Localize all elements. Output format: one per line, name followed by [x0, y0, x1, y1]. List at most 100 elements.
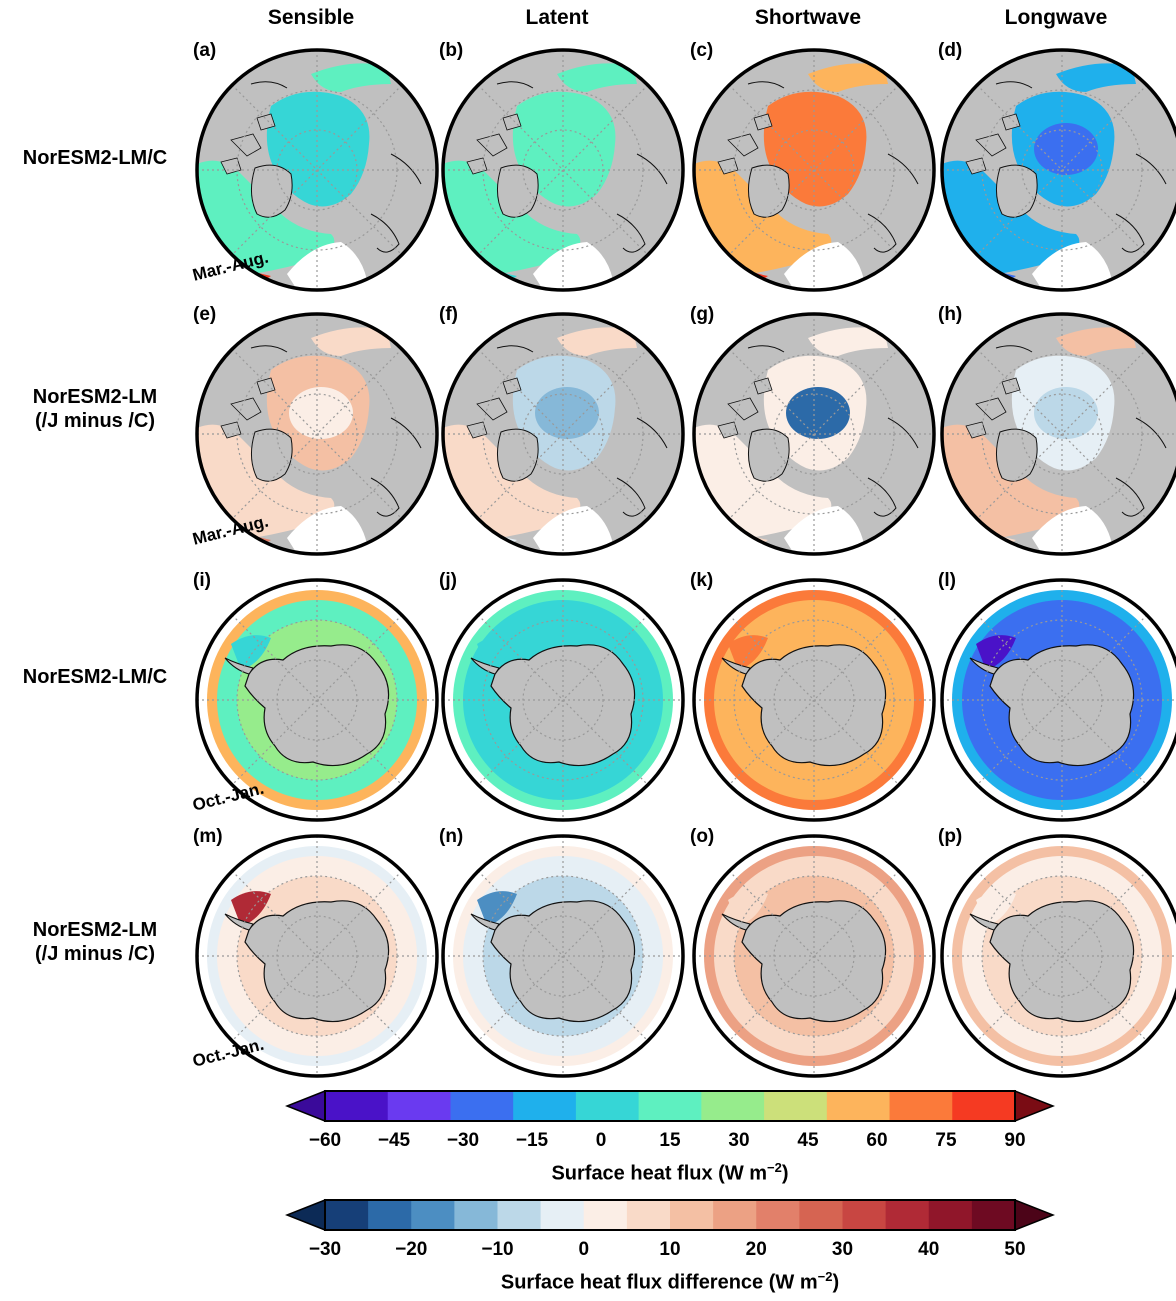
greenland-land: [748, 428, 790, 482]
polar-map: [195, 48, 439, 292]
map-panel: (c): [688, 40, 940, 296]
colorbar-tick-label: −10: [481, 1239, 514, 1260]
colorbar-segment: [713, 1200, 757, 1230]
siberian-shelf-field: [557, 63, 637, 92]
greenland-land: [497, 164, 539, 218]
colorbar-under-triangle: [285, 1198, 326, 1232]
meridian-gridline: [477, 84, 649, 256]
central-arctic-field: [535, 123, 599, 175]
colorbar-tick-label: 15: [659, 1130, 681, 1151]
coastlines: [250, 81, 422, 253]
north-atlantic-field: [197, 424, 335, 540]
colorbar-tick-label: 0: [578, 1239, 590, 1260]
colorbar-segment: [842, 1200, 887, 1230]
polar-map: [195, 834, 439, 1078]
colorbar-over-triangle: [1014, 1089, 1055, 1123]
colorbar-tick-label: 40: [918, 1239, 940, 1260]
meridian-gridline: [477, 348, 649, 520]
colorbar-frame: [324, 1199, 1016, 1231]
map-boundary: [195, 48, 439, 292]
meridian-gridline: [477, 614, 649, 786]
map-boundary: [692, 312, 936, 556]
colorbar-segment: [411, 1200, 455, 1230]
antarctic-peninsula: [470, 657, 500, 675]
panel-letter: (l): [938, 570, 956, 591]
colorbar-segment: [928, 1200, 973, 1230]
meridian-gridline: [231, 84, 403, 256]
meridian-gridline: [477, 870, 649, 1042]
row-label-2: NorESM2-LM (/J minus /C): [0, 385, 190, 433]
polar-map: [195, 312, 439, 556]
map-panel: (l): [936, 570, 1176, 826]
colorbar-segment: [885, 1200, 930, 1230]
colorbar-tick-label: 75: [935, 1130, 957, 1151]
colorbar-segment: [626, 1200, 671, 1230]
polar-map: [441, 578, 685, 822]
polar-map: [441, 834, 685, 1078]
polar-map: [940, 48, 1176, 292]
colorbar-segment: [368, 1200, 412, 1230]
colorbar-tick-label: −45: [377, 1130, 411, 1151]
colorbar-segment: [454, 1200, 498, 1230]
greenland-land: [251, 164, 293, 218]
coastlines: [995, 345, 1167, 517]
colorbar-diff-title-exp: −2: [817, 1269, 833, 1284]
coastlines: [747, 345, 919, 517]
row-label-1: NorESM2-LM/C: [0, 146, 190, 170]
siberian-shelf-field: [808, 327, 888, 356]
meridian-gridline: [231, 870, 403, 1042]
siberian-shelf-field: [311, 63, 391, 92]
map-panel: (n): [437, 826, 689, 1082]
north-atlantic-field: [443, 160, 581, 276]
meridian-gridline: [231, 348, 403, 520]
map-boundary: [940, 578, 1176, 822]
colorbar-flux-ticks: −60 −45 −30 −15 0 15 30 45 60 75 90: [285, 1130, 1055, 1154]
colorbar-tick-label: 45: [797, 1130, 819, 1151]
north-atlantic-field: [942, 160, 1080, 276]
colorbar-tick-label: 30: [831, 1239, 854, 1260]
panel-letter: (o): [690, 826, 715, 847]
siberian-shelf-field: [808, 63, 888, 92]
colorbar-segment: [756, 1200, 800, 1230]
colorbar-diff-ticks: −30 −20 −10 0 10 20 30 40 50: [285, 1239, 1055, 1263]
colorbar-segment: [701, 1091, 765, 1121]
coastlines: [496, 345, 668, 517]
polar-map: [940, 312, 1176, 556]
colorbar-tick-label: 10: [659, 1239, 681, 1260]
map-boundary: [692, 48, 936, 292]
central-arctic-field: [1034, 387, 1098, 439]
colorbar-segment: [325, 1200, 369, 1230]
map-boundary: [441, 48, 685, 292]
colorbar-tick-label: 60: [866, 1130, 888, 1151]
map-boundary: [441, 834, 685, 1078]
column-title-sensible: Sensible: [267, 6, 355, 29]
polar-map: [692, 834, 936, 1078]
antarctic-peninsula: [224, 913, 254, 931]
meridian-gridline: [728, 614, 900, 786]
antarctic-peninsula: [969, 913, 999, 931]
greenland-land: [748, 164, 790, 218]
map-panel: (k): [688, 570, 940, 826]
north-atlantic-field: [942, 424, 1080, 540]
north-atlantic-field: [694, 160, 832, 276]
antarctic-peninsula: [470, 913, 500, 931]
map-panel: (f): [437, 304, 689, 560]
colorbar-diff-title-text: Surface heat flux difference (W m: [500, 1271, 818, 1294]
colorbar-over-triangle: [1014, 1198, 1055, 1232]
antarctic-peninsula: [721, 657, 751, 675]
no-data-region: [1032, 506, 1112, 554]
central-arctic-field: [289, 387, 353, 439]
meridian-gridline: [728, 870, 900, 1042]
no-data-region: [1032, 242, 1112, 290]
meridian-gridline: [728, 348, 900, 520]
polar-map: [692, 578, 936, 822]
meridian-gridline: [976, 870, 1148, 1042]
coastlines: [995, 81, 1167, 253]
meridian-gridline: [976, 614, 1148, 786]
coastlines: [496, 81, 668, 253]
column-title-longwave: Longwave: [1004, 6, 1108, 29]
colorbar-segment: [387, 1091, 451, 1121]
antarctic-peninsula: [721, 913, 751, 931]
arctic-islands: [466, 113, 522, 175]
no-data-region: [784, 506, 864, 554]
